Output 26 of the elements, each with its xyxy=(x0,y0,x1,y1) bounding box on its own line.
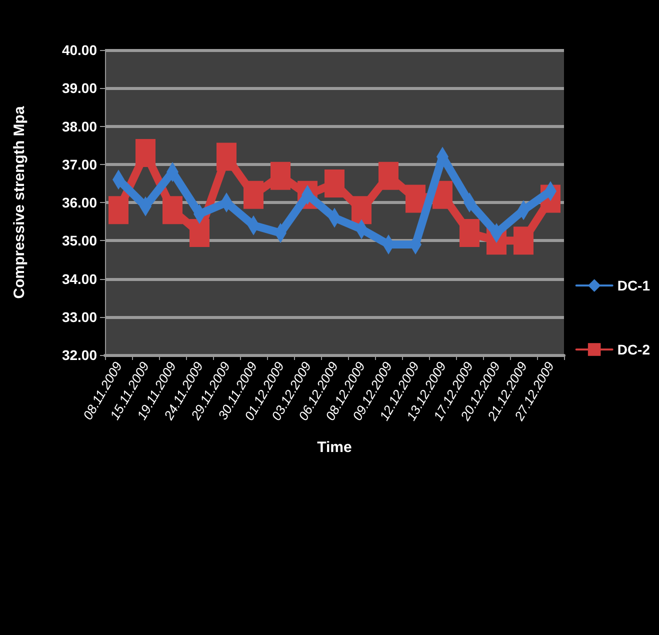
point xyxy=(270,162,290,190)
point xyxy=(244,180,264,209)
y-tick-label: 40.00 xyxy=(62,42,98,58)
point xyxy=(324,169,344,198)
y-axis-title: Compressive strength Mpa xyxy=(11,106,28,299)
legend-label: DC-1 xyxy=(617,278,650,294)
point xyxy=(378,162,398,190)
point xyxy=(460,219,480,247)
point xyxy=(162,196,182,224)
point xyxy=(136,138,156,167)
y-tick-label: 35.00 xyxy=(62,232,98,249)
y-tick-label: 39.00 xyxy=(62,80,98,96)
legend-label: DC-2 xyxy=(617,342,650,358)
y-tick-label: 33.00 xyxy=(62,308,98,325)
y-tick-label: 34.00 xyxy=(62,270,98,287)
y-tick-label: 37.00 xyxy=(62,156,98,172)
y-tick-label: 38.00 xyxy=(62,118,98,134)
x-axis-title: Time xyxy=(317,439,352,456)
y-tick-label: 32.00 xyxy=(62,347,98,363)
point xyxy=(514,226,534,255)
point xyxy=(406,184,426,213)
point xyxy=(190,219,210,247)
y-tick-label: 36.00 xyxy=(62,194,98,210)
point xyxy=(108,196,128,224)
point xyxy=(216,142,236,171)
point xyxy=(352,196,372,224)
